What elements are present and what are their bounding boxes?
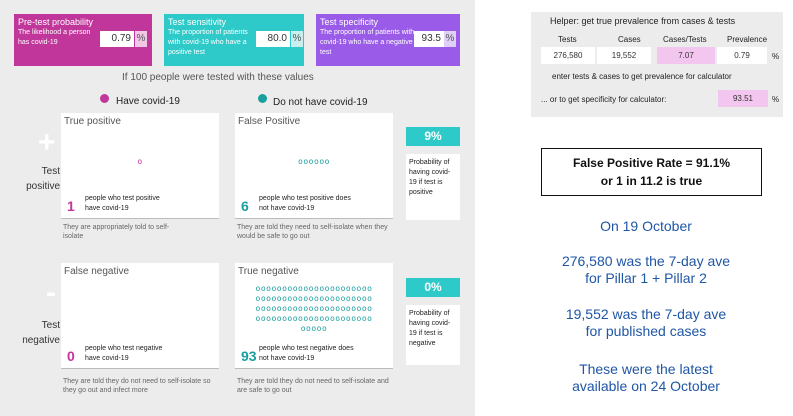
test-sensitivity-input[interactable]: 80.0 <box>256 31 290 47</box>
have-covid-dot-icon <box>100 94 109 103</box>
helper-instruction-1: enter tests & cases to get prevalence fo… <box>552 72 732 81</box>
helper-header-cases: Cases <box>618 35 641 44</box>
test-sensitivity-unit: % <box>291 31 303 47</box>
test-negative-label-line1: Test <box>41 320 60 331</box>
cases-note-line1: 19,552 was the 7-day ave <box>565 306 727 322</box>
positive-probability-value: 9% <box>406 127 460 146</box>
test-sensitivity-title: Test sensitivity <box>168 17 227 27</box>
latest-note-line2: available on 24 October <box>572 378 720 394</box>
false-positive-note: They are told they need to self-isolate … <box>237 224 388 240</box>
positive-sign: + <box>38 126 56 159</box>
test-specificity-title: Test specificity <box>320 17 379 27</box>
helper-cases-tests-value: 7.07 <box>657 47 715 64</box>
test-negative-label-line2: negative <box>22 335 60 346</box>
latest-note: These were the latest available on 24 Oc… <box>531 361 761 395</box>
negative-probability-value: 0% <box>406 278 460 297</box>
tests-note-line1: 276,580 was the 7-day ave <box>561 253 731 269</box>
not-have-covid-dot-icon <box>258 94 267 103</box>
pretest-probability-description: The likelihood a person has covid-19 <box>18 29 91 46</box>
pretest-probability-unit: % <box>135 31 147 47</box>
false-positive-title: False Positive <box>238 116 301 127</box>
dot-row: o <box>137 157 143 166</box>
false-positive-description: people who test positive does not have c… <box>259 195 351 212</box>
dot-row: ooooo <box>300 324 328 333</box>
true-negative-panel: True negative oooooooooooooooooooooo oooo… <box>235 263 393 369</box>
helper-prevalence-value: 0.79 <box>717 47 767 64</box>
test-sensitivity-tile: Test sensitivity The proportion of patie… <box>164 14 304 66</box>
not-have-covid-legend: Do not have covid-19 <box>273 97 368 108</box>
true-positive-count: 1 <box>67 198 75 214</box>
false-positive-count: 6 <box>241 198 249 214</box>
false-positive-panel: False Positive oooooo 6 people who test … <box>235 113 393 219</box>
calculator-area: Pre-test probability The likelihood a pe… <box>0 0 475 416</box>
helper-header-prevalence: Prevalence <box>727 35 768 44</box>
helper-specificity-unit: % <box>772 95 780 104</box>
test-negative-label: Test negative <box>12 318 60 348</box>
test-specificity-tile: Test specificity The proportion of patie… <box>316 14 460 66</box>
true-positive-note: They are appropriately told to self-isol… <box>63 224 170 240</box>
cases-note-line2: for published cases <box>585 323 707 339</box>
false-negative-description: people who test negative have covid-19 <box>85 345 163 362</box>
false-negative-title: False negative <box>64 266 130 277</box>
false-negative-count: 0 <box>67 348 75 364</box>
true-negative-count: 93 <box>241 348 257 364</box>
positive-probability-note: Probability of having covid-19 if test i… <box>406 154 460 220</box>
test-specificity-input[interactable]: 93.5 <box>414 31 444 47</box>
cases-note: 19,552 was the 7-day ave for published c… <box>531 306 761 340</box>
pretest-probability-input[interactable]: 0.79 <box>100 31 134 47</box>
tested-caption: If 100 people were tested with these val… <box>122 72 314 83</box>
test-positive-label: Test positive <box>14 164 60 194</box>
dot-row: oooooooooooooooooooooo <box>255 294 373 303</box>
negative-probability-note: Probability of having covid-19 if test i… <box>406 305 460 365</box>
helper-title: Helper: get true prevalence from cases &… <box>550 16 736 26</box>
helper-panel: Helper: get true prevalence from cases &… <box>531 12 783 117</box>
tests-note-line2: for Pillar 1 + Pillar 2 <box>585 270 707 286</box>
true-positive-description: people who test positive have covid-19 <box>85 195 160 212</box>
helper-specificity-value: 93.51 <box>718 90 768 107</box>
helper-instruction-2: ... or to get specificity for calculator… <box>541 95 667 104</box>
false-positive-rate-line1: False Positive Rate = 91.1% <box>572 156 731 170</box>
helper-header-tests: Tests <box>558 35 577 44</box>
test-sensitivity-description: The proportion of patients with covid-19… <box>168 29 248 56</box>
dot-row: oooooo <box>298 157 330 166</box>
true-negative-description: people who test negative does not have c… <box>259 345 354 362</box>
test-specificity-unit: % <box>444 31 456 47</box>
dot-row: oooooooooooooooooooooo <box>255 304 373 313</box>
false-positive-rate-box: False Positive Rate = 91.1% or 1 in 11.2… <box>541 148 762 196</box>
dot-row: oooooooooooooooooooooo <box>255 314 373 323</box>
helper-cases-input[interactable]: 19,552 <box>597 47 651 64</box>
helper-tests-input[interactable]: 276,580 <box>541 47 595 64</box>
dot-row: oooooooooooooooooooooo <box>255 284 373 293</box>
helper-prevalence-unit: % <box>772 52 780 61</box>
false-positive-rate-line2: or 1 in 11.2 is true <box>600 174 703 188</box>
tests-note: 276,580 was the 7-day ave for Pillar 1 +… <box>531 253 761 287</box>
negative-sign: - <box>46 276 56 309</box>
helper-header-cases-tests: Cases/Tests <box>663 35 707 44</box>
test-positive-label-line1: Test <box>41 166 60 177</box>
true-negative-title: True negative <box>238 266 299 277</box>
false-negative-note: They are told they do not need to self-i… <box>63 378 211 394</box>
pretest-probability-title: Pre-test probability <box>18 17 94 27</box>
test-specificity-description: The proportion of patients with covid-19… <box>320 29 415 56</box>
false-positive-dots: oooooo <box>235 157 393 167</box>
date-note: On 19 October <box>600 218 692 234</box>
test-positive-label-line2: positive <box>26 181 60 192</box>
have-covid-legend: Have covid-19 <box>116 96 180 107</box>
latest-note-line1: These were the latest <box>579 361 713 377</box>
true-negative-note: They are told they do not need to self-i… <box>237 378 389 394</box>
false-negative-panel: False negative 0 people who test negativ… <box>61 263 219 369</box>
true-positive-title: True positive <box>64 116 121 127</box>
pretest-probability-tile: Pre-test probability The likelihood a pe… <box>14 14 152 66</box>
true-positive-dots: o <box>61 157 219 167</box>
true-positive-panel: True positive o 1 people who test positi… <box>61 113 219 219</box>
true-negative-dots: oooooooooooooooooooooo oooooooooooooooooo… <box>235 284 393 334</box>
